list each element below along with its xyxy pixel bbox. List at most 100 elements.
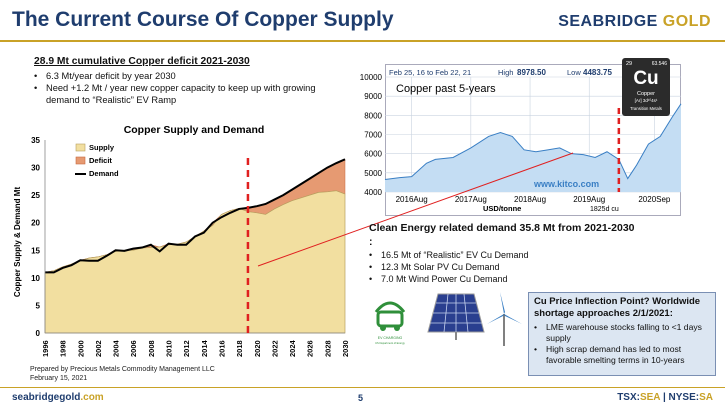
- connector-arrow: [257, 152, 574, 267]
- footer-site: seabridgegold: [12, 392, 81, 403]
- clean-energy-heading: Clean Energy related demand 35.8 Mt from…: [369, 222, 635, 248]
- element-group: Transition Metals: [630, 106, 662, 111]
- kitco-x-tick-label: 2016Aug: [396, 195, 428, 204]
- inflection-bullet: LME warehouse stocks falling to <1 days …: [534, 322, 710, 344]
- footer-site-domain: .com: [80, 392, 104, 403]
- x-tick-label: 2010: [165, 340, 174, 357]
- legend-label: Demand: [89, 169, 119, 178]
- ev-charging-sub: US Department of Energy: [375, 341, 405, 345]
- kitco-watermark: www.kitco.com: [533, 179, 599, 189]
- clean-energy-block: Clean Energy related demand 35.8 Mt from…: [369, 221, 639, 285]
- x-tick-label: 2018: [235, 340, 244, 357]
- y-tick-label: 35: [31, 136, 40, 145]
- x-tick-label: 1998: [59, 340, 68, 357]
- element-symbol: Cu: [633, 68, 659, 89]
- legend-swatch: [75, 143, 86, 152]
- inflection-bullet: High scrap demand has led to most favora…: [534, 344, 710, 366]
- x-tick-label: 2030: [341, 340, 350, 357]
- copper-element-tile: 29 63.546 Cu Copper [Ar] 3d¹⁰4s¹ Transit…: [622, 58, 670, 116]
- footer-website[interactable]: seabridgegold.com: [12, 392, 104, 403]
- kitco-x-tick-label: 2020Sep: [638, 195, 671, 204]
- kitco-x-tick-label: 2018Aug: [514, 195, 546, 204]
- clean-energy-bullet: 16.5 Mt of “Realistic” EV Cu Demand: [369, 249, 639, 261]
- deficit-heading: 28.9 Mt cumulative Copper deficit 2021-2…: [34, 56, 250, 67]
- y-tick-label: 5: [36, 301, 41, 310]
- kitco-high-label: High: [498, 68, 513, 77]
- x-tick-label: 2014: [200, 339, 209, 357]
- kitco-high-value: 8978.50: [517, 68, 546, 77]
- deficit-bullet: Need +1.2 Mt / year new copper capacity …: [34, 82, 334, 106]
- ev-charging-label: EV CHARGING: [378, 336, 403, 340]
- x-tick-label: 1996: [41, 340, 50, 357]
- kitco-y-tick-label: 6000: [364, 150, 382, 159]
- element-name: Copper: [636, 91, 656, 97]
- kitco-y-tick-label: 5000: [364, 169, 382, 178]
- solar-panel-icon: [427, 293, 485, 340]
- kitco-area: [385, 103, 681, 192]
- title-divider: [0, 40, 725, 42]
- chart-title: Copper Supply and Demand: [124, 124, 265, 136]
- kitco-low-label: Low: [567, 68, 581, 77]
- kitco-price-line: [384, 103, 682, 181]
- y-tick-label: 30: [31, 164, 40, 173]
- kitco-xtick-sub: 1825d cu: [590, 206, 619, 213]
- deficit-summary: 28.9 Mt cumulative Copper deficit 2021-2…: [34, 56, 334, 106]
- kitco-unit-label: USD/tonne: [483, 204, 521, 213]
- kitco-y-tick-label: 10000: [360, 73, 383, 82]
- inflection-callout: Cu Price Inflection Point? Worldwide sho…: [528, 292, 716, 376]
- y-tick-label: 20: [31, 219, 40, 228]
- clean-energy-icons: EV CHARGING US Department of Energy: [368, 292, 522, 346]
- footer-tickers: TSX:SEA | NYSE:SA: [617, 392, 713, 403]
- x-tick-label: 2006: [129, 340, 138, 357]
- footer-divider: [0, 387, 725, 388]
- kitco-y-tick-label: 9000: [364, 92, 382, 101]
- y-tick-label: 0: [36, 329, 41, 338]
- tsx-code: SEA: [639, 392, 661, 403]
- demand-line: [45, 158, 346, 274]
- inflection-heading: Cu Price Inflection Point? Worldwide sho…: [534, 296, 701, 319]
- clean-energy-bullet: 7.0 Mt Wind Power Cu Demand: [369, 273, 639, 285]
- nyse-code: SA: [699, 392, 713, 403]
- legend-label: Supply: [89, 143, 115, 152]
- kitco-y-tick-label: 4000: [364, 188, 382, 197]
- x-tick-label: 2004: [112, 339, 121, 357]
- x-tick-label: 2000: [76, 340, 85, 357]
- kitco-low-value: 4483.75: [583, 68, 612, 77]
- x-tick-label: 2022: [270, 340, 279, 357]
- x-tick-label: 2026: [306, 340, 315, 357]
- clean-energy-bullet: 12.3 Mt Solar PV Cu Demand: [369, 261, 639, 273]
- kitco-x-tick-label: 2017Aug: [455, 195, 487, 204]
- x-tick-label: 2002: [94, 340, 103, 357]
- x-tick-label: 2020: [253, 340, 262, 357]
- page-number: 5: [358, 393, 364, 403]
- kitco-y-tick-label: 7000: [364, 131, 382, 140]
- atomic-number: 29: [626, 61, 633, 67]
- page-title: The Current Course Of Copper Supply: [12, 8, 394, 31]
- nyse-label: NYSE:: [668, 392, 700, 403]
- x-tick-label: 2016: [217, 340, 226, 357]
- kitco-date-range: Feb 25, 16 to Feb 22, 21: [389, 68, 471, 77]
- legend-label: Deficit: [89, 156, 112, 165]
- x-tick-label: 2008: [147, 340, 156, 357]
- y-tick-label: 10: [31, 274, 40, 283]
- kitco-x-tick-label: 2019Aug: [573, 195, 605, 204]
- source-note: Prepared by Precious Metals Commodity Ma…: [30, 365, 215, 383]
- atomic-mass: 63.546: [651, 61, 667, 67]
- logo-primary: SEABRIDGE: [558, 13, 658, 30]
- electron-config: [Ar] 3d¹⁰4s¹: [634, 98, 658, 103]
- y-axis-label: Copper Supply & Demand Mt: [13, 187, 22, 298]
- x-tick-label: 2028: [323, 340, 332, 357]
- source-date: February 15, 2021: [30, 375, 88, 382]
- wind-turbine-icon: [487, 292, 522, 346]
- deficit-bullet: 6.3 Mt/year deficit by year 2030: [34, 70, 334, 82]
- x-tick-label: 2012: [182, 340, 191, 357]
- company-logo: SEABRIDGE GOLD: [558, 13, 711, 31]
- ticker-separator: |: [660, 392, 669, 403]
- kitco-y-tick-label: 8000: [364, 111, 382, 120]
- ev-charging-icon: EV CHARGING US Department of Energy: [368, 292, 412, 345]
- tsx-label: TSX:: [617, 392, 640, 403]
- x-tick-label: 2024: [288, 339, 297, 357]
